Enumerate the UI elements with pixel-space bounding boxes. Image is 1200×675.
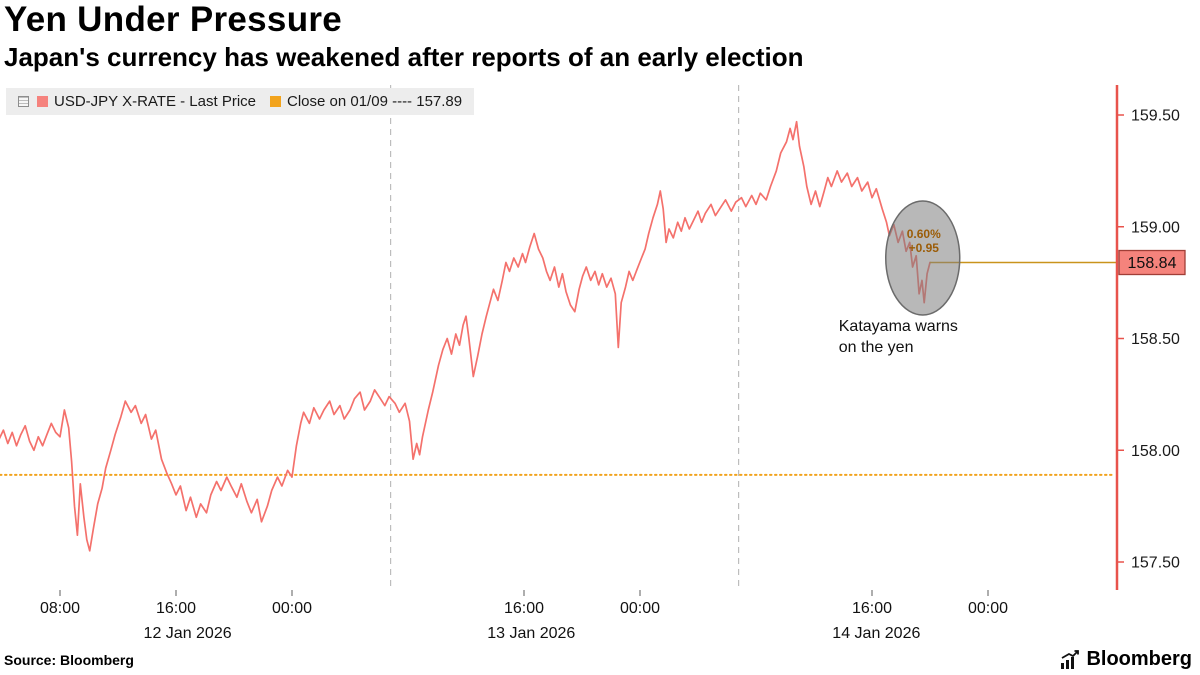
series-swatch-icon xyxy=(37,96,48,107)
x-date-label: 14 Jan 2026 xyxy=(832,625,920,642)
x-tick-label: 08:00 xyxy=(40,600,80,617)
x-tick-label: 16:00 xyxy=(156,600,196,617)
bloomberg-logo: Bloomberg xyxy=(1060,648,1192,671)
legend-series-label: USD-JPY X-RATE - Last Price xyxy=(54,93,256,110)
x-tick-label: 00:00 xyxy=(272,600,312,617)
y-tick-label: 158.00 xyxy=(1131,443,1180,460)
y-tick-label: 159.50 xyxy=(1131,108,1180,125)
x-date-label: 12 Jan 2026 xyxy=(144,625,232,642)
y-tick-label: 157.50 xyxy=(1131,555,1180,572)
last-price-flag xyxy=(1118,249,1186,276)
highlight-abs-change: +0.95 xyxy=(909,241,940,255)
x-tick-label: 00:00 xyxy=(620,600,660,617)
x-tick-label: 16:00 xyxy=(504,600,544,617)
price-chart: 08:00 16:00 00:00 16:00 00:00 16:00 00:00 12 Ja… xyxy=(0,85,1200,645)
highlight-pct-change: 0.60% xyxy=(907,227,941,241)
x-tick-label: 16:00 xyxy=(852,600,892,617)
annotation-note: Katayama warns xyxy=(839,318,958,335)
price-chart-canvas: 08:00 16:00 00:00 16:00 00:00 16:00 00:00 12 Ja… xyxy=(0,85,1186,642)
last-price-value: 158.84 xyxy=(1128,255,1177,272)
legend-close-label: Close on 01/09 ---- 157.89 xyxy=(287,93,463,110)
annotation-note: on the yen xyxy=(839,339,914,356)
page-subtitle: Japan's currency has weakened after repo… xyxy=(4,42,804,72)
x-date-label: 13 Jan 2026 xyxy=(487,625,575,642)
close-swatch-icon xyxy=(270,96,281,107)
bloomberg-logo-text: Bloomberg xyxy=(1086,648,1192,670)
bloomberg-chart-icon xyxy=(1061,649,1080,669)
x-tick-label: 00:00 xyxy=(968,600,1008,617)
chart-legend: USD-JPY X-RATE - Last Price Close on 01/… xyxy=(6,88,475,115)
y-tick-label: 159.00 xyxy=(1131,219,1180,236)
highlight-ellipse xyxy=(885,200,961,316)
y-tick-label: 158.50 xyxy=(1131,331,1180,348)
source-attribution: Source: Bloomberg xyxy=(4,652,134,668)
legend-toggle-icon xyxy=(18,96,29,107)
price-series-line xyxy=(0,120,931,552)
page-title: Yen Under Pressure xyxy=(4,0,343,39)
